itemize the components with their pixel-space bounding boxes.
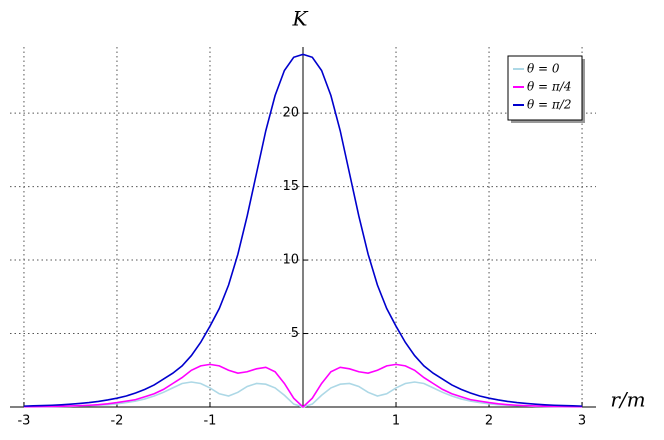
y-tick-label: 10 <box>282 253 299 268</box>
x-tick-label: -2 <box>110 414 123 429</box>
legend: θ = 0 θ = π/4 θ = π/2 <box>507 55 585 123</box>
legend-label: θ = π/4 <box>527 80 571 94</box>
x-tick-label: 1 <box>392 414 400 429</box>
y-tick-label: 20 <box>282 106 299 121</box>
x-tick-label: -1 <box>203 414 216 429</box>
x-tick-label: -3 <box>17 414 30 429</box>
x-tick-label: 3 <box>578 414 586 429</box>
series-line <box>23 363 583 409</box>
x-axis-label: r/m <box>610 388 645 412</box>
y-axis-label: K <box>292 7 309 31</box>
y-tick-label: 5 <box>291 326 299 341</box>
legend-label: θ = 0 <box>527 62 560 76</box>
series-line <box>23 53 583 407</box>
x-tick-label: 2 <box>485 414 493 429</box>
legend-label: θ = π/2 <box>527 98 571 112</box>
y-tick-label: 15 <box>282 179 299 194</box>
